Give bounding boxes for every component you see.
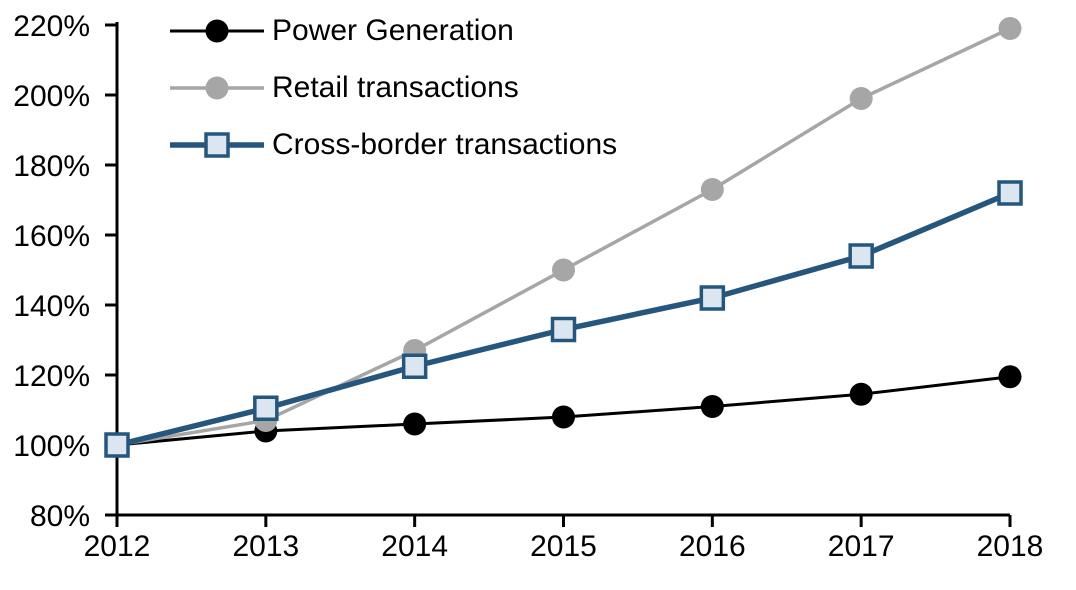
legend-item-retail-transactions: Retail transactions xyxy=(170,59,617,116)
x-axis-tick-label: 2013 xyxy=(232,530,299,563)
x-axis-tick-label: 2012 xyxy=(84,530,151,563)
legend-sample-cross-border-transactions xyxy=(170,131,264,158)
data-point-retail-transactions xyxy=(849,87,873,110)
legend-label: Retail transactions xyxy=(272,70,519,104)
data-point-cross-border-transactions xyxy=(997,180,1023,206)
x-axis-tick-label: 2017 xyxy=(828,530,895,563)
y-axis-tick-label: 100% xyxy=(13,430,90,463)
y-axis-tick-label: 220% xyxy=(13,10,90,43)
legend-sample-power-generation xyxy=(170,19,264,42)
data-point-retail-transactions xyxy=(998,17,1022,40)
x-axis-tick-label: 2014 xyxy=(381,530,448,563)
data-point-cross-border-transactions xyxy=(848,243,874,269)
data-point-cross-border-transactions xyxy=(104,432,130,458)
legend: Power Generation Retail transactions Cro… xyxy=(170,2,617,173)
y-axis-tick-label: 160% xyxy=(13,220,90,253)
data-point-cross-border-transactions xyxy=(401,353,428,379)
legend-item-power-generation: Power Generation xyxy=(170,2,617,59)
y-axis-tick-label: 200% xyxy=(13,80,90,113)
legend-label: Power Generation xyxy=(272,13,514,47)
x-axis-tick-label: 2018 xyxy=(977,530,1044,563)
data-point-power-generation xyxy=(700,395,724,418)
legend-label: Cross-border transactions xyxy=(272,127,618,161)
y-axis-tick-label: 140% xyxy=(13,290,90,323)
legend-sample-retail-transactions xyxy=(170,76,264,99)
x-axis-tick-label: 2015 xyxy=(530,530,597,563)
data-point-power-generation xyxy=(403,412,427,436)
data-point-power-generation xyxy=(998,365,1022,389)
legend-circle-marker-icon xyxy=(205,76,229,99)
data-point-retail-transactions xyxy=(700,178,724,201)
data-point-power-generation xyxy=(849,382,873,406)
legend-circle-marker-icon xyxy=(205,19,229,42)
y-axis-tick-label: 180% xyxy=(13,150,90,183)
legend-square-marker-icon xyxy=(204,131,230,158)
x-axis-tick-label: 2016 xyxy=(679,530,746,563)
data-point-retail-transactions xyxy=(552,258,575,282)
data-point-cross-border-transactions xyxy=(253,395,279,421)
data-point-power-generation xyxy=(552,405,575,429)
y-axis-tick-label: 80% xyxy=(30,500,90,533)
y-axis-tick-label: 120% xyxy=(13,360,90,393)
data-point-cross-border-transactions xyxy=(699,285,726,311)
data-point-cross-border-transactions xyxy=(550,316,577,343)
legend-item-cross-border-transactions: Cross-border transactions xyxy=(170,116,617,173)
